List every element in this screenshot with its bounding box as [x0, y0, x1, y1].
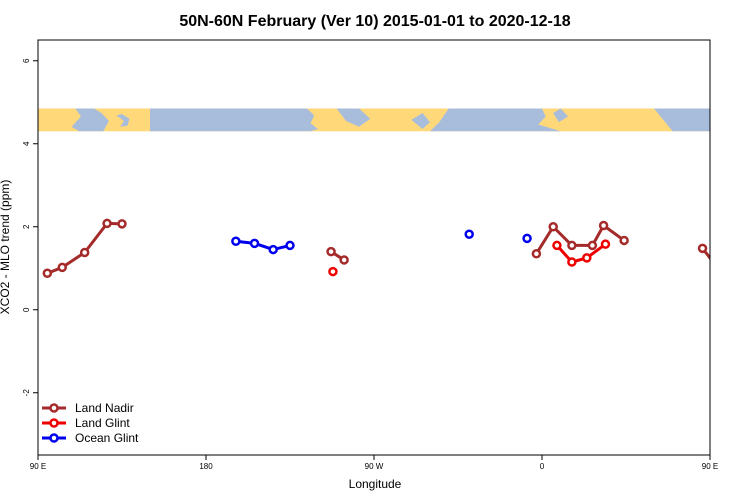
land-glint-point-1-0 [552, 240, 562, 251]
land-nadir-point-2-0 [531, 248, 542, 259]
y-tick-label-0: -2 [22, 389, 31, 397]
y-tick-label-4: 6 [22, 58, 31, 63]
land-nadir-point-0-3 [102, 218, 112, 229]
land-glint-point-1-2 [582, 253, 592, 263]
map-ocean-1 [116, 114, 130, 127]
y-tick-label-1: 0 [22, 307, 31, 312]
y-axis-label: XCO2 - MLO trend (ppm) [0, 180, 12, 315]
land-nadir-point-2-5 [619, 235, 629, 246]
ocean-glint-point-0-0 [231, 236, 241, 247]
land-nadir-point-1-0 [326, 246, 336, 257]
x-tick-label-4: 90 E [702, 462, 718, 471]
ocean-glint-line-0 [235, 239, 291, 252]
land-nadir-point-2-2 [567, 240, 577, 251]
map-ocean-7 [553, 108, 569, 123]
legend-marker-ocean-glint [49, 433, 59, 443]
legend-marker-land-nadir [49, 403, 59, 413]
ocean-glint-point-0-1 [249, 238, 260, 249]
land-nadir-point-0-2 [79, 247, 90, 258]
legend-marker-land-glint [49, 418, 59, 428]
x-axis: 90 E 180 90 W 0 90 E [30, 455, 718, 471]
legend-label-ocean-glint: Ocean Glint [75, 431, 139, 445]
series-land-nadir [42, 218, 743, 278]
land-glint-point-1-1 [567, 257, 577, 267]
y-tick-label-2: 2 [22, 224, 31, 229]
land-nadir-point-0-1 [57, 262, 68, 273]
map-ocean-2 [150, 108, 318, 132]
land-nadir-point-2-3 [587, 240, 598, 251]
x-axis-label: Longitude [349, 477, 402, 491]
ocean-glint-point-2-0 [522, 233, 532, 244]
legend-label-land-glint: Land Glint [75, 416, 130, 430]
world-map-band [38, 108, 710, 132]
land-glint-point-1-3 [600, 239, 611, 249]
chart-title: 50N-60N February (Ver 10) 2015-01-01 to … [179, 13, 570, 30]
map-ocean-8 [654, 108, 710, 132]
land-nadir-point-3-1 [718, 269, 725, 276]
land-glint-point-0-0 [328, 266, 338, 277]
land-nadir-point-1-1 [339, 255, 349, 265]
x-tick-label-2: 90 W [365, 462, 384, 471]
y-axis: -2 0 2 4 6 [22, 58, 38, 396]
series-land-glint [328, 239, 611, 277]
ocean-glint-point-0-3 [285, 240, 295, 251]
map-ocean-6 [486, 115, 528, 128]
map-ocean-3 [336, 108, 371, 127]
y-tick-label-3: 4 [22, 141, 31, 146]
land-nadir-point-0-4 [117, 219, 127, 229]
land-nadir-point-0-0 [42, 268, 53, 278]
map-land [38, 108, 710, 132]
land-nadir-point-2-4 [598, 220, 609, 231]
land-nadir-point-3-2 [736, 264, 743, 271]
legend-label-land-nadir: Land Nadir [75, 401, 134, 415]
series-ocean-glint [231, 229, 532, 255]
plot-frame [37, 39, 711, 456]
land-nadir-point-2-1 [548, 222, 558, 232]
land-nadir-point-3-0 [697, 243, 708, 254]
x-tick-label-3: 0 [540, 462, 545, 471]
x-tick-label-0: 90 E [30, 462, 46, 471]
map-ocean-0 [71, 108, 109, 132]
x-tick-label-1: 180 [199, 462, 213, 471]
ocean-glint-point-0-2 [268, 244, 278, 255]
land-glint-line-1 [555, 242, 607, 264]
ocean-glint-point-1-0 [464, 229, 474, 239]
series-layer [42, 218, 743, 278]
map-ocean-4 [411, 113, 430, 130]
